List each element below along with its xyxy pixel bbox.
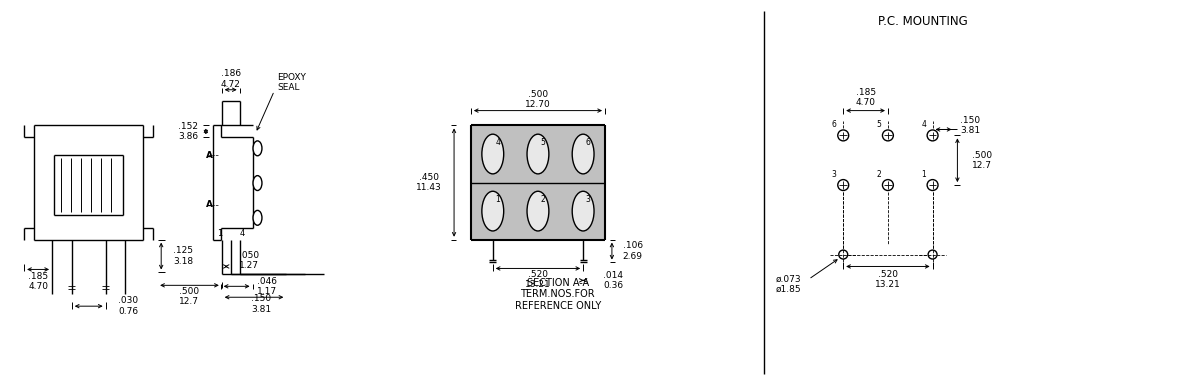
Text: EPOXY
SEAL: EPOXY SEAL: [277, 73, 306, 92]
Text: 1: 1: [496, 195, 500, 204]
Ellipse shape: [253, 176, 262, 191]
Text: 4: 4: [496, 137, 500, 147]
Text: .520
13.21: .520 13.21: [526, 270, 551, 289]
Text: ø.073
ø1.85: ø.073 ø1.85: [776, 275, 802, 294]
Text: .106
2.69: .106 2.69: [623, 241, 643, 261]
Bar: [470, 126, 605, 182]
Text: .150
3.81: .150 3.81: [251, 295, 271, 314]
Text: 1: 1: [217, 229, 222, 238]
Ellipse shape: [527, 134, 548, 174]
Text: .046
1.17: .046 1.17: [257, 276, 277, 296]
Text: 4: 4: [922, 120, 926, 129]
Text: .030
0.76: .030 0.76: [119, 296, 139, 316]
Text: .500
12.70: .500 12.70: [526, 90, 551, 109]
Text: 3: 3: [586, 195, 590, 204]
Text: 2: 2: [540, 195, 545, 204]
Text: .500
12.7: .500 12.7: [179, 286, 199, 306]
Text: .050
1.27: .050 1.27: [239, 251, 259, 270]
Text: .125
3.18: .125 3.18: [173, 246, 193, 266]
Text: P.C. MOUNTING: P.C. MOUNTING: [878, 15, 967, 28]
Text: .186
4.72: .186 4.72: [221, 69, 241, 89]
Text: .500
12.7: .500 12.7: [972, 151, 992, 170]
Bar: [470, 182, 605, 239]
Text: .450
11.43: .450 11.43: [416, 173, 442, 192]
Text: .185
4.70: .185 4.70: [28, 272, 48, 291]
Ellipse shape: [527, 191, 548, 231]
Ellipse shape: [253, 141, 262, 156]
Ellipse shape: [253, 210, 262, 225]
Text: A: A: [206, 151, 214, 160]
Text: 1: 1: [922, 170, 926, 179]
Text: 6: 6: [832, 120, 836, 129]
Text: .152
3.86: .152 3.86: [178, 122, 198, 141]
Text: .185
4.70: .185 4.70: [856, 88, 876, 107]
Text: 5: 5: [540, 137, 545, 147]
Text: .150
3.81: .150 3.81: [960, 116, 980, 135]
Text: 2: 2: [877, 170, 882, 179]
Ellipse shape: [482, 191, 504, 231]
Text: 6: 6: [586, 137, 590, 147]
Ellipse shape: [572, 191, 594, 231]
Text: .014
0.36: .014 0.36: [602, 271, 623, 290]
Ellipse shape: [572, 134, 594, 174]
Text: 3: 3: [832, 170, 836, 179]
Ellipse shape: [482, 134, 504, 174]
Text: 5: 5: [876, 120, 882, 129]
Text: 4: 4: [240, 229, 245, 238]
Text: SECTION A-A
TERM.NOS.FOR
REFERENCE ONLY: SECTION A-A TERM.NOS.FOR REFERENCE ONLY: [515, 278, 601, 311]
Text: .520
13.21: .520 13.21: [875, 270, 901, 289]
Text: A: A: [206, 201, 214, 209]
